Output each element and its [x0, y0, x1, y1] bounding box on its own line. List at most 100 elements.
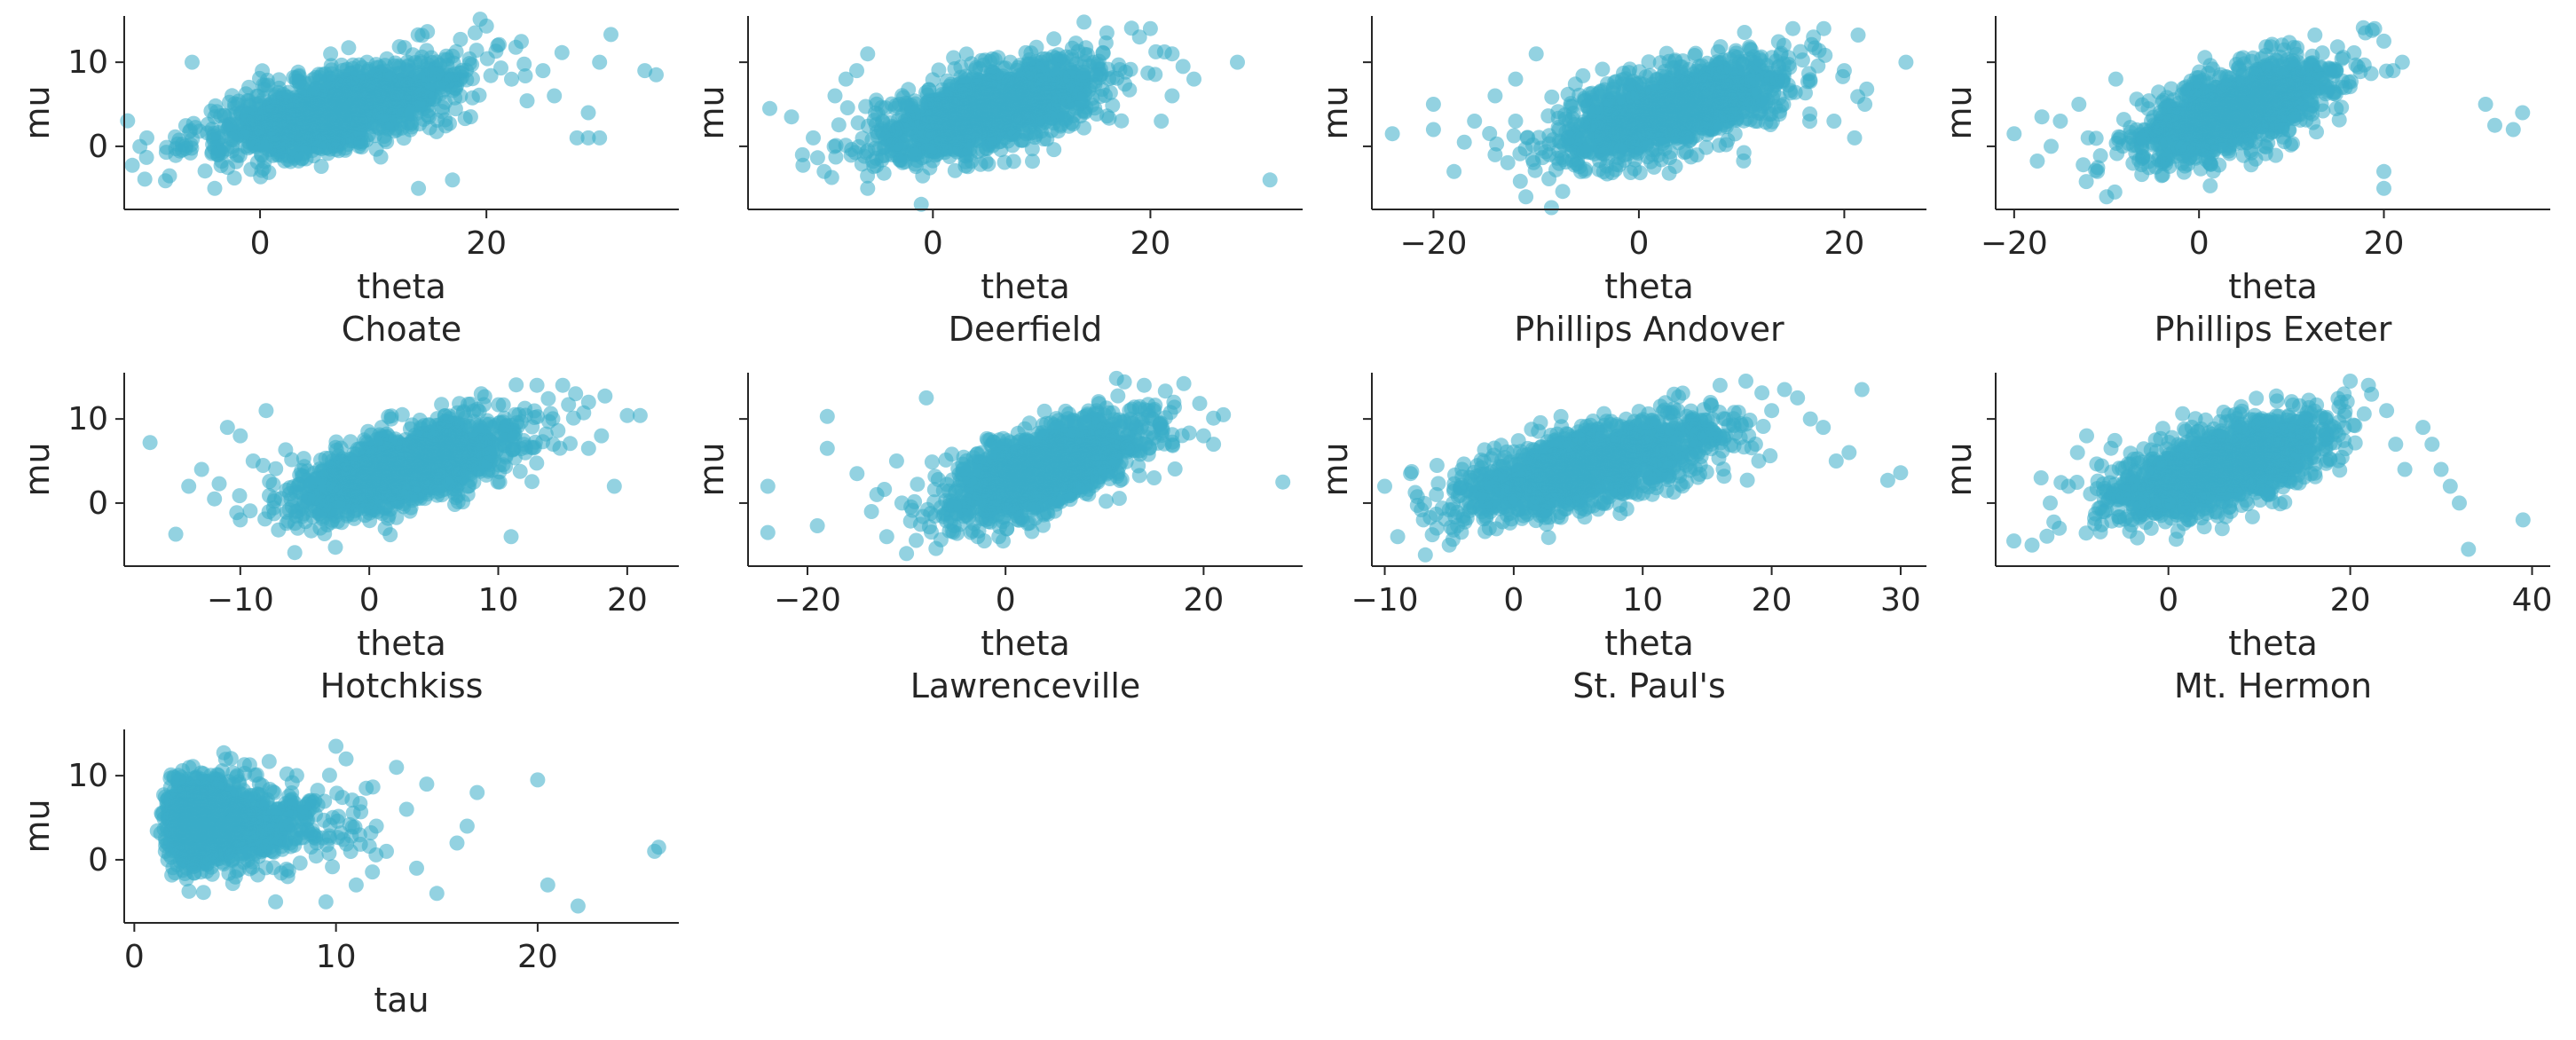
- data-point: [858, 98, 874, 114]
- data-point: [508, 39, 524, 55]
- data-point: [1446, 163, 1462, 179]
- data-point: [302, 106, 317, 122]
- data-point: [1664, 59, 1680, 75]
- data-point: [1017, 106, 1033, 122]
- data-point: [1817, 47, 1833, 63]
- data-point: [272, 118, 288, 134]
- data-point: [207, 180, 223, 196]
- data-point: [860, 180, 876, 196]
- y-axis-label: mu: [18, 85, 57, 139]
- data-point: [453, 31, 469, 47]
- data-point: [1544, 89, 1560, 105]
- data-point: [462, 109, 478, 125]
- data-point: [1482, 126, 1498, 141]
- x-axis-sublabel: Deerfield: [949, 310, 1103, 349]
- data-point: [1850, 28, 1866, 43]
- data-point: [1056, 110, 1072, 126]
- data-point: [1690, 117, 1706, 133]
- data-point: [1753, 52, 1769, 68]
- data-point: [271, 138, 286, 153]
- data-point: [314, 67, 330, 83]
- data-point: [197, 163, 213, 179]
- data-point: [1025, 154, 1040, 169]
- data-point: [317, 93, 333, 109]
- data-point: [333, 87, 349, 103]
- data-point: [516, 56, 532, 72]
- data-point: [1015, 83, 1031, 98]
- data-point: [467, 25, 483, 41]
- data-point: [412, 97, 428, 113]
- data-point: [809, 150, 825, 166]
- data-point: [921, 82, 937, 98]
- data-point: [843, 147, 859, 163]
- data-point: [957, 158, 973, 174]
- data-point: [363, 76, 379, 92]
- data-point: [1067, 35, 1083, 51]
- data-point: [1847, 130, 1863, 146]
- data-point: [412, 70, 428, 86]
- data-point: [839, 100, 855, 115]
- data-point: [1623, 165, 1639, 180]
- data-point: [1657, 93, 1673, 109]
- data-point: [183, 145, 199, 161]
- data-point: [1669, 128, 1685, 143]
- data-point: [957, 68, 973, 84]
- data-point: [400, 59, 416, 75]
- data-point: [1661, 165, 1677, 181]
- data-point: [1533, 140, 1549, 156]
- data-point: [1698, 139, 1714, 155]
- data-point: [784, 109, 800, 125]
- data-point: [344, 75, 360, 91]
- data-point: [238, 138, 254, 154]
- data-point: [1698, 72, 1713, 88]
- data-point: [1058, 49, 1074, 65]
- data-point: [1634, 90, 1650, 106]
- data-point: [1541, 171, 1557, 186]
- data-point: [1068, 100, 1084, 116]
- x-tick-label: 20: [1130, 225, 1171, 262]
- data-point: [1736, 113, 1752, 129]
- data-point: [1506, 128, 1522, 144]
- data-point: [249, 154, 265, 170]
- data-point: [1018, 44, 1034, 60]
- data-point: [934, 138, 950, 153]
- data-point: [806, 130, 821, 146]
- data-point: [207, 109, 223, 125]
- data-point: [1622, 61, 1638, 77]
- data-point: [1011, 67, 1027, 83]
- data-point: [341, 40, 357, 56]
- data-point: [1425, 97, 1441, 112]
- data-point: [794, 146, 810, 162]
- data-point: [1567, 76, 1583, 92]
- data-point: [1467, 114, 1483, 129]
- data-point: [1604, 112, 1620, 128]
- data-point: [200, 125, 216, 141]
- data-point: [1034, 90, 1050, 106]
- data-point: [1262, 172, 1278, 188]
- data-point: [1456, 134, 1472, 150]
- data-point: [240, 106, 256, 122]
- data-point: [1898, 54, 1914, 70]
- data-point: [295, 146, 311, 162]
- data-point: [1713, 90, 1729, 105]
- x-tick-label: 20: [1824, 225, 1865, 262]
- data-point: [257, 139, 272, 155]
- data-point: [1123, 61, 1138, 77]
- data-point: [1773, 45, 1789, 61]
- data-point: [1425, 122, 1441, 138]
- data-point: [1816, 20, 1832, 36]
- data-point: [1487, 146, 1503, 162]
- data-point: [285, 98, 301, 114]
- data-point: [1578, 162, 1593, 177]
- data-point: [257, 103, 273, 119]
- data-point: [1512, 173, 1528, 189]
- x-axis-label: theta: [1604, 267, 1694, 306]
- data-point: [1593, 83, 1609, 98]
- data-point: [404, 115, 420, 130]
- data-point: [1154, 114, 1170, 129]
- data-point: [1148, 43, 1164, 59]
